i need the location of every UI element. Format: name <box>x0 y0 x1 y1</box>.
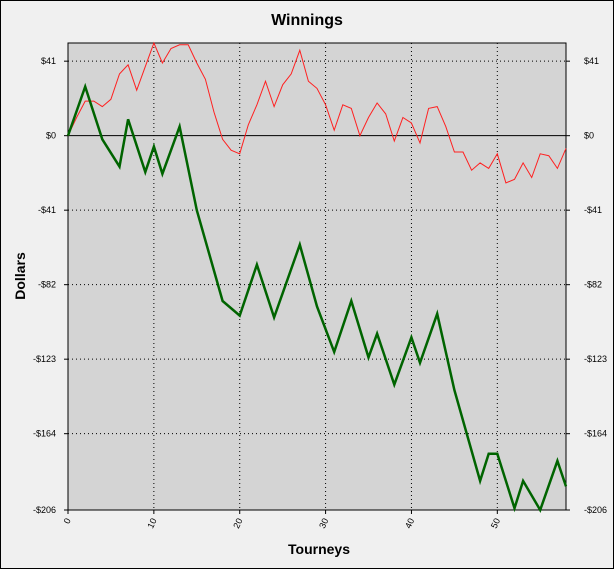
x-tick-label: 40 <box>403 517 416 530</box>
x-tick-label: 10 <box>145 517 158 530</box>
y-tick-label-right: -$164 <box>584 429 607 439</box>
axes: $41 $41 $0 $0 -$41 -$41 -$82 -$82 -$123 -$123 -$16… <box>33 56 607 530</box>
series-lines <box>66 41 568 513</box>
y-tick-label-right: $41 <box>584 56 599 66</box>
y-tick-label-right: $0 <box>584 131 594 141</box>
y-tick-label-left: -$206 <box>33 505 56 515</box>
y-tick-label-right: -$82 <box>584 280 602 290</box>
series-line-red <box>67 41 567 184</box>
x-tick-label: 20 <box>231 517 244 530</box>
y-tick-label-right: -$41 <box>584 205 602 215</box>
y-tick-label-left: -$123 <box>33 354 56 364</box>
y-tick-label-right: -$123 <box>584 354 607 364</box>
y-axis-title: Dollars <box>12 252 28 300</box>
y-tick-label-left: -$164 <box>33 429 56 439</box>
y-tick-label-left: $41 <box>41 56 56 66</box>
x-axis-title: Tourneys <box>288 541 350 557</box>
chart-title: Winnings <box>271 12 343 29</box>
x-tick-label: 30 <box>317 517 330 530</box>
y-tick-label-left: $0 <box>46 131 56 141</box>
x-tick-label: 0 <box>62 517 73 526</box>
x-tick-label: 50 <box>489 517 502 530</box>
series-line-green <box>66 82 568 513</box>
y-tick-label-left: -$41 <box>38 205 56 215</box>
y-tick-label-right: -$206 <box>584 505 607 515</box>
grid-lines <box>67 43 566 511</box>
y-tick-label-left: -$82 <box>38 280 56 290</box>
plot-area <box>67 42 567 511</box>
